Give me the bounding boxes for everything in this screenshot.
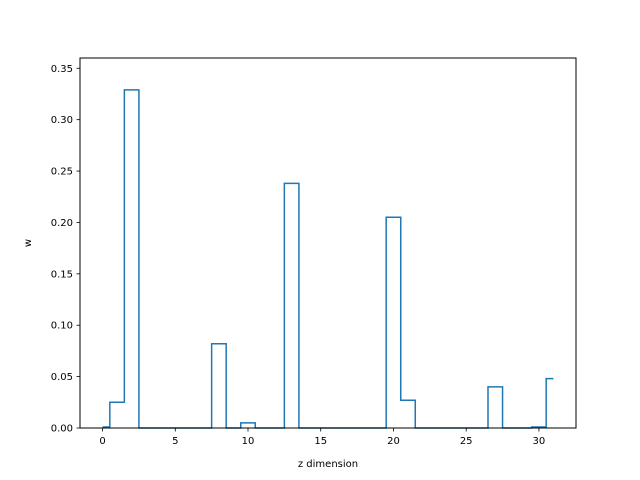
y-tick-label: 0.20	[51, 218, 73, 229]
y-tick-label: 0.05	[51, 372, 73, 383]
y-tick-label: 0.10	[51, 321, 73, 332]
x-tick-label: 30	[533, 436, 546, 447]
x-tick-label: 15	[314, 436, 327, 447]
y-tick-label: 0.35	[51, 64, 73, 75]
x-tick-label: 0	[99, 436, 105, 447]
x-tick-label: 25	[460, 436, 473, 447]
x-axis-label: z dimension	[298, 459, 358, 470]
y-tick-label: 0.25	[51, 167, 73, 178]
x-tick-label: 20	[387, 436, 400, 447]
ticks: 0 5 10 15 20 25 30 0.00 0.05 0.10 0.15 0.20 0.25 0.30…	[51, 64, 546, 447]
x-tick-label: 5	[172, 436, 178, 447]
y-axis-label: w	[23, 239, 34, 247]
y-tick-label: 0.15	[51, 269, 73, 280]
y-tick-label: 0.30	[51, 115, 73, 126]
x-tick-label: 10	[242, 436, 255, 447]
y-tick-label: 0.00	[51, 424, 73, 435]
axes-frame	[79, 57, 577, 429]
